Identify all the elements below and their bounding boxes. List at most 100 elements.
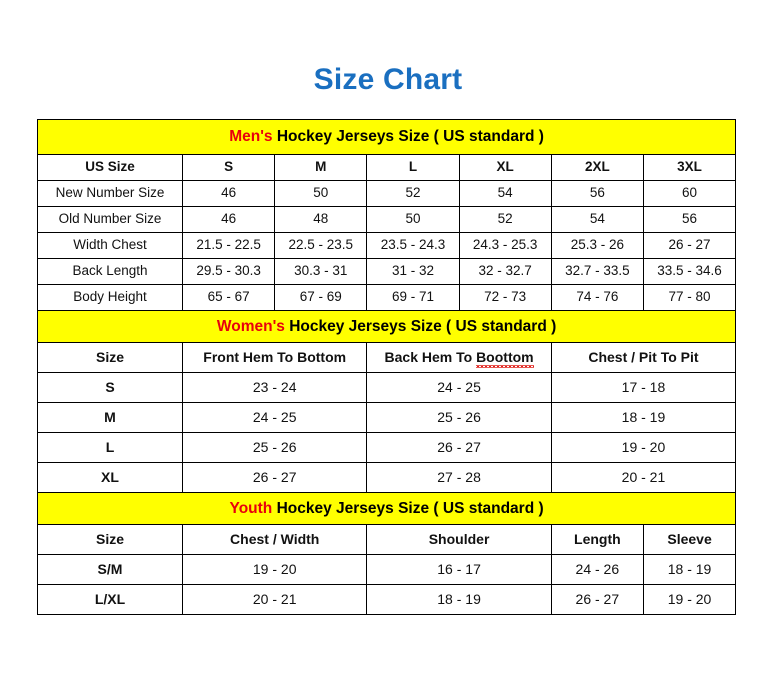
table-cell: 25 - 26	[181, 432, 368, 463]
womens-section-banner-row: Women's Hockey Jerseys Size ( US standar…	[36, 310, 737, 343]
table-cell: 19 - 20	[181, 554, 368, 585]
youth-banner-accent: Youth	[229, 499, 273, 517]
youth-colhead-sleeve: Sleeve	[642, 524, 737, 555]
womens-colhead-back-hem-misspelled: Boottom	[476, 348, 534, 369]
mens-colhead-xl: XL	[458, 154, 552, 181]
table-cell: 48	[274, 206, 368, 233]
table-row: S 23 - 24 24 - 25 17 - 18	[37, 372, 737, 403]
mens-section-banner-row: Men's Hockey Jerseys Size ( US standard …	[36, 119, 737, 155]
youth-colhead-length: Length	[550, 524, 644, 555]
row-label: New Number Size	[37, 180, 183, 207]
mens-colhead-l: L	[366, 154, 460, 181]
womens-section-banner: Women's Hockey Jerseys Size ( US standar…	[36, 310, 737, 343]
mens-column-header-row: US Size S M L XL 2XL 3XL	[37, 154, 737, 181]
table-cell: 56	[550, 180, 644, 207]
table-cell: 52	[458, 206, 552, 233]
table-cell: 67 - 69	[274, 284, 368, 311]
table-cell: 24 - 25	[366, 372, 552, 403]
youth-banner-rest: Hockey Jerseys Size ( US standard )	[272, 499, 544, 517]
table-cell: 26 - 27	[550, 584, 644, 615]
table-row: Body Height 65 - 67 67 - 69 69 - 71 72 -…	[37, 284, 737, 311]
row-label: M	[37, 402, 183, 433]
table-cell: 24 - 25	[181, 402, 368, 433]
table-row: M 24 - 25 25 - 26 18 - 19	[37, 402, 737, 433]
mens-colhead-us-size: US Size	[37, 154, 183, 181]
table-cell: 77 - 80	[642, 284, 737, 311]
table-cell: 60	[642, 180, 737, 207]
table-cell: 26 - 27	[181, 462, 368, 493]
table-cell: 18 - 19	[550, 402, 737, 433]
womens-banner-rest: Hockey Jerseys Size ( US standard )	[284, 317, 557, 335]
table-cell: 46	[181, 206, 276, 233]
mens-banner-rest: Hockey Jerseys Size ( US standard )	[272, 128, 544, 146]
table-cell: 19 - 20	[642, 584, 737, 615]
youth-section-banner: Youth Hockey Jerseys Size ( US standard …	[36, 492, 737, 525]
table-row: Back Length 29.5 - 30.3 30.3 - 31 31 - 3…	[37, 258, 737, 285]
mens-banner-accent: Men's	[229, 128, 273, 146]
mens-colhead-m: M	[274, 154, 368, 181]
youth-section-banner-row: Youth Hockey Jerseys Size ( US standard …	[36, 492, 737, 525]
table-cell: 56	[642, 206, 737, 233]
womens-colhead-size: Size	[37, 342, 183, 373]
table-cell: 23 - 24	[181, 372, 368, 403]
table-cell: 29.5 - 30.3	[181, 258, 276, 285]
table-cell: 31 - 32	[366, 258, 460, 285]
table-cell: 32 - 32.7	[458, 258, 552, 285]
table-cell: 27 - 28	[366, 462, 552, 493]
table-cell: 19 - 20	[550, 432, 737, 463]
mens-colhead-3xl: 3XL	[642, 154, 737, 181]
table-cell: 54	[458, 180, 552, 207]
table-cell: 32.7 - 33.5	[550, 258, 644, 285]
youth-colhead-shoulder: Shoulder	[366, 524, 552, 555]
youth-colhead-chest-width: Chest / Width	[181, 524, 368, 555]
table-row: Old Number Size 46 48 50 52 54 56	[37, 206, 737, 233]
row-label: Width Chest	[37, 232, 183, 259]
womens-colhead-back-hem: Back Hem To Boottom	[366, 342, 552, 373]
table-cell: 52	[366, 180, 460, 207]
table-cell: 21.5 - 22.5	[181, 232, 276, 259]
table-cell: 69 - 71	[366, 284, 460, 311]
table-cell: 25.3 - 26	[550, 232, 644, 259]
mens-colhead-2xl: 2XL	[550, 154, 644, 181]
womens-colhead-front-hem: Front Hem To Bottom	[181, 342, 368, 373]
table-cell: 33.5 - 34.6	[642, 258, 737, 285]
table-cell: 65 - 67	[181, 284, 276, 311]
row-label: Back Length	[37, 258, 183, 285]
table-row: XL 26 - 27 27 - 28 20 - 21	[37, 462, 737, 493]
table-row: New Number Size 46 50 52 54 56 60	[37, 180, 737, 207]
table-row: S/M 19 - 20 16 - 17 24 - 26 18 - 19	[37, 554, 737, 585]
page-title: Size Chart	[313, 63, 463, 96]
table-cell: 23.5 - 24.3	[366, 232, 460, 259]
row-label: S/M	[37, 554, 183, 585]
mens-colhead-s: S	[181, 154, 276, 181]
table-cell: 46	[181, 180, 276, 207]
size-chart-table: Men's Hockey Jerseys Size ( US standard …	[36, 119, 737, 615]
table-cell: 74 - 76	[550, 284, 644, 311]
table-cell: 18 - 19	[642, 554, 737, 585]
table-row: L 25 - 26 26 - 27 19 - 20	[37, 432, 737, 463]
table-cell: 72 - 73	[458, 284, 552, 311]
table-cell: 54	[550, 206, 644, 233]
mens-section-banner: Men's Hockey Jerseys Size ( US standard …	[36, 119, 737, 155]
womens-colhead-back-hem-prefix: Back Hem To	[384, 348, 477, 365]
table-cell: 16 - 17	[366, 554, 552, 585]
page-title-container: Size Chart	[0, 62, 776, 98]
row-label: L/XL	[37, 584, 183, 615]
table-cell: 20 - 21	[181, 584, 368, 615]
table-cell: 17 - 18	[550, 372, 737, 403]
row-label: S	[37, 372, 183, 403]
table-cell: 22.5 - 23.5	[274, 232, 368, 259]
womens-colhead-chest: Chest / Pit To Pit	[550, 342, 737, 373]
womens-banner-accent: Women's	[216, 317, 285, 335]
table-cell: 25 - 26	[366, 402, 552, 433]
table-cell: 50	[366, 206, 460, 233]
youth-colhead-size: Size	[37, 524, 183, 555]
table-cell: 50	[274, 180, 368, 207]
table-cell: 18 - 19	[366, 584, 552, 615]
table-row: Width Chest 21.5 - 22.5 22.5 - 23.5 23.5…	[37, 232, 737, 259]
table-cell: 20 - 21	[550, 462, 737, 493]
table-cell: 26 - 27	[366, 432, 552, 463]
womens-column-header-row: Size Front Hem To Bottom Back Hem To Boo…	[37, 342, 737, 373]
table-row: L/XL 20 - 21 18 - 19 26 - 27 19 - 20	[37, 584, 737, 615]
